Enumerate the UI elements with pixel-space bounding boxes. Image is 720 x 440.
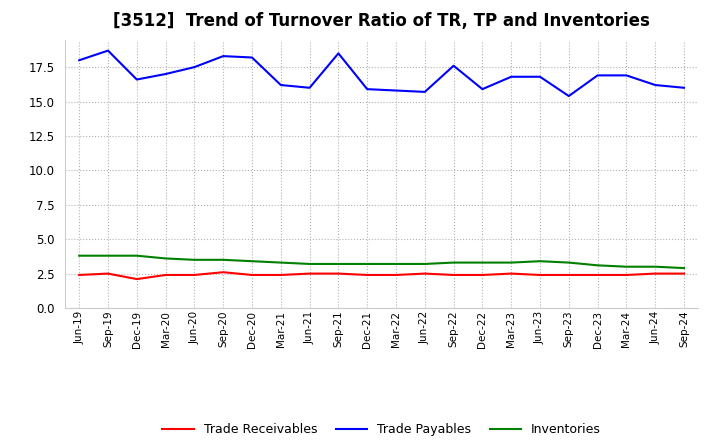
Trade Payables — [392, 88, 400, 93]
Trade Receivables — [392, 272, 400, 278]
Trade Receivables — [507, 271, 516, 276]
Trade Payables — [104, 48, 112, 53]
Trade Payables — [363, 87, 372, 92]
Trade Payables — [248, 55, 256, 60]
Trade Payables — [478, 87, 487, 92]
Trade Receivables — [219, 270, 228, 275]
Inventories — [593, 263, 602, 268]
Trade Receivables — [651, 271, 660, 276]
Trade Receivables — [536, 272, 544, 278]
Trade Payables — [680, 85, 688, 90]
Legend: Trade Receivables, Trade Payables, Inventories: Trade Receivables, Trade Payables, Inven… — [157, 418, 606, 440]
Trade Payables — [420, 89, 429, 95]
Trade Receivables — [363, 272, 372, 278]
Inventories — [392, 261, 400, 267]
Inventories — [75, 253, 84, 258]
Inventories — [478, 260, 487, 265]
Trade Payables — [334, 51, 343, 56]
Trade Receivables — [305, 271, 314, 276]
Trade Payables — [132, 77, 141, 82]
Trade Payables — [622, 73, 631, 78]
Inventories — [536, 259, 544, 264]
Inventories — [132, 253, 141, 258]
Trade Payables — [190, 65, 199, 70]
Trade Payables — [507, 74, 516, 79]
Trade Payables — [75, 58, 84, 63]
Inventories — [219, 257, 228, 263]
Trade Receivables — [75, 272, 84, 278]
Trade Receivables — [420, 271, 429, 276]
Inventories — [420, 261, 429, 267]
Trade Payables — [305, 85, 314, 90]
Inventories — [276, 260, 285, 265]
Title: [3512]  Trend of Turnover Ratio of TR, TP and Inventories: [3512] Trend of Turnover Ratio of TR, TP… — [113, 12, 650, 30]
Line: Trade Receivables: Trade Receivables — [79, 272, 684, 279]
Trade Receivables — [132, 276, 141, 282]
Trade Payables — [219, 54, 228, 59]
Inventories — [449, 260, 458, 265]
Trade Receivables — [478, 272, 487, 278]
Inventories — [622, 264, 631, 269]
Trade Receivables — [161, 272, 170, 278]
Trade Payables — [564, 93, 573, 99]
Inventories — [363, 261, 372, 267]
Trade Receivables — [248, 272, 256, 278]
Trade Receivables — [593, 272, 602, 278]
Inventories — [190, 257, 199, 263]
Inventories — [104, 253, 112, 258]
Trade Receivables — [104, 271, 112, 276]
Trade Receivables — [622, 272, 631, 278]
Inventories — [161, 256, 170, 261]
Trade Receivables — [564, 272, 573, 278]
Trade Receivables — [334, 271, 343, 276]
Trade Payables — [276, 82, 285, 88]
Inventories — [248, 259, 256, 264]
Line: Inventories: Inventories — [79, 256, 684, 268]
Inventories — [651, 264, 660, 269]
Trade Receivables — [276, 272, 285, 278]
Inventories — [305, 261, 314, 267]
Trade Receivables — [190, 272, 199, 278]
Trade Payables — [651, 82, 660, 88]
Trade Payables — [161, 71, 170, 77]
Inventories — [680, 265, 688, 271]
Inventories — [507, 260, 516, 265]
Line: Trade Payables: Trade Payables — [79, 51, 684, 96]
Inventories — [564, 260, 573, 265]
Trade Receivables — [449, 272, 458, 278]
Trade Payables — [593, 73, 602, 78]
Trade Payables — [449, 63, 458, 68]
Inventories — [334, 261, 343, 267]
Trade Payables — [536, 74, 544, 79]
Trade Receivables — [680, 271, 688, 276]
